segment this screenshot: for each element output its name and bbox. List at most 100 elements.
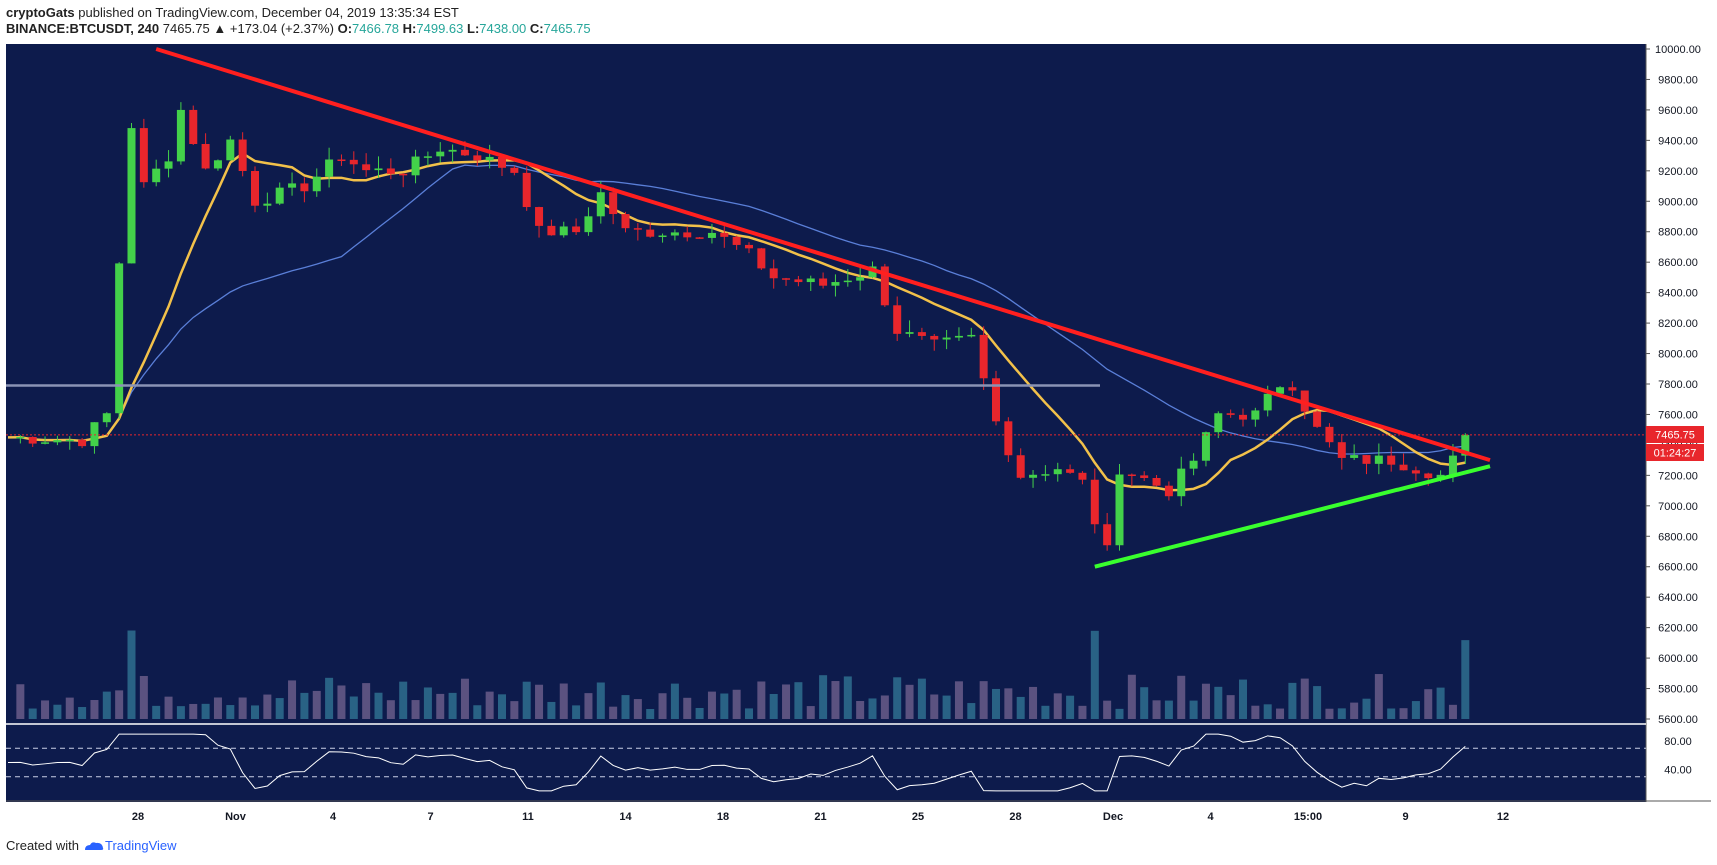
- candle-body: [423, 156, 432, 158]
- high-value: 7499.63: [416, 21, 464, 36]
- candle-body: [942, 337, 951, 340]
- price-tick-label: 7800.00: [1658, 379, 1698, 391]
- time-tick-label: 9: [1402, 811, 1408, 823]
- time-tick-label: Nov: [225, 811, 247, 823]
- volume-bar: [621, 695, 630, 719]
- close-label: C:: [529, 21, 544, 36]
- candle-body: [1090, 479, 1099, 525]
- candle-body: [448, 149, 457, 152]
- candle-body: [967, 334, 976, 337]
- time-tick-label: 14: [619, 811, 632, 823]
- volume-bar: [251, 705, 259, 719]
- candle-body: [1053, 469, 1062, 475]
- volume-bar: [498, 694, 506, 719]
- candle-body: [275, 187, 284, 204]
- candle-body: [1374, 455, 1383, 464]
- moving-averages: [7, 151, 1466, 492]
- candle-body: [1288, 387, 1297, 391]
- symbol-label: BINANCE:BTCUSDT, 240: [6, 21, 160, 36]
- candle-body: [325, 159, 334, 177]
- rsi-tick-label: 80.00: [1664, 736, 1692, 748]
- price-tick-label: 7200.00: [1658, 470, 1698, 482]
- volume-bar: [609, 706, 618, 719]
- candle-body: [1201, 432, 1210, 461]
- published-text: published on TradingView.com, December 0…: [78, 5, 459, 20]
- volume-bar: [275, 698, 284, 719]
- candle-body: [460, 149, 469, 156]
- candle-body: [695, 237, 704, 239]
- volume-bar: [300, 692, 309, 719]
- price-tick-label: 5600.00: [1658, 714, 1698, 726]
- volume-bar: [1387, 708, 1396, 719]
- volume-bar: [917, 678, 926, 719]
- volume-bar: [1374, 674, 1383, 719]
- candle-body: [510, 167, 519, 173]
- candle-body: [1276, 387, 1285, 394]
- candle-body: [707, 232, 716, 238]
- candle-body: [251, 170, 259, 206]
- candle-body: [572, 226, 581, 233]
- volume-bar: [1313, 686, 1322, 719]
- tradingview-brand[interactable]: TradingView: [83, 838, 177, 853]
- volume-bar: [176, 706, 185, 719]
- volume-bar: [880, 695, 889, 719]
- price-tick-label: 9000.00: [1658, 196, 1698, 208]
- candle-body: [584, 216, 593, 233]
- volume-bar: [942, 695, 951, 719]
- candle-body: [1127, 474, 1136, 477]
- volume-bar: [226, 705, 235, 719]
- candle-body: [436, 151, 445, 157]
- price-tick-label: 10000.00: [1655, 44, 1701, 56]
- candle-body: [794, 279, 803, 283]
- candle-body: [300, 183, 309, 192]
- time-axis-panel: [6, 802, 1711, 831]
- drawings-layer: [6, 47, 1646, 569]
- candle-body: [78, 439, 87, 447]
- volume-bar: [1424, 689, 1433, 719]
- candle-body: [312, 176, 321, 192]
- price-tick-label: 7000.00: [1658, 501, 1698, 513]
- volume-bar: [423, 687, 432, 719]
- candle-body: [473, 155, 482, 161]
- rsi-tick-label: 40.00: [1664, 765, 1692, 777]
- volume-bar: [707, 691, 716, 719]
- candle-body: [127, 128, 136, 264]
- candle-body: [782, 278, 791, 280]
- price-tick-label: 5800.00: [1658, 684, 1698, 696]
- high-label: H:: [402, 21, 417, 36]
- candle-body: [745, 244, 753, 249]
- candle-body: [1115, 474, 1124, 546]
- author-name[interactable]: cryptoGats: [6, 5, 75, 20]
- time-tick-label: 11: [522, 811, 534, 823]
- candle-body: [1041, 474, 1050, 476]
- candle-body: [65, 439, 74, 442]
- volume-bar: [1164, 700, 1173, 719]
- volume-bar: [1263, 704, 1272, 719]
- candle-body: [1078, 472, 1087, 480]
- volume-bar: [1103, 700, 1112, 719]
- volume-bar: [28, 708, 37, 719]
- candle-body: [1387, 455, 1396, 465]
- volume-bar: [633, 699, 642, 719]
- candle-body: [337, 159, 346, 161]
- candle-body: [1140, 475, 1149, 478]
- volume-bar: [1362, 698, 1371, 719]
- candle-body: [1164, 485, 1173, 497]
- volume-bar: [436, 693, 445, 719]
- price-tick-label: 9800.00: [1658, 74, 1698, 86]
- volume-bar: [1090, 630, 1099, 719]
- candle-body: [547, 225, 556, 236]
- candle-body: [819, 278, 828, 286]
- candles-layer: [16, 102, 1470, 551]
- volume-bar: [312, 690, 321, 719]
- volume-bar: [325, 677, 334, 719]
- candle-body: [213, 160, 222, 169]
- volume-bar: [769, 693, 778, 719]
- candle-body: [670, 232, 679, 236]
- volume-bar: [658, 693, 667, 719]
- price-tick-label: 8800.00: [1658, 227, 1698, 239]
- volume-bar: [1436, 687, 1445, 719]
- volume-bar: [646, 708, 655, 719]
- price-tick-label: 6000.00: [1658, 653, 1698, 665]
